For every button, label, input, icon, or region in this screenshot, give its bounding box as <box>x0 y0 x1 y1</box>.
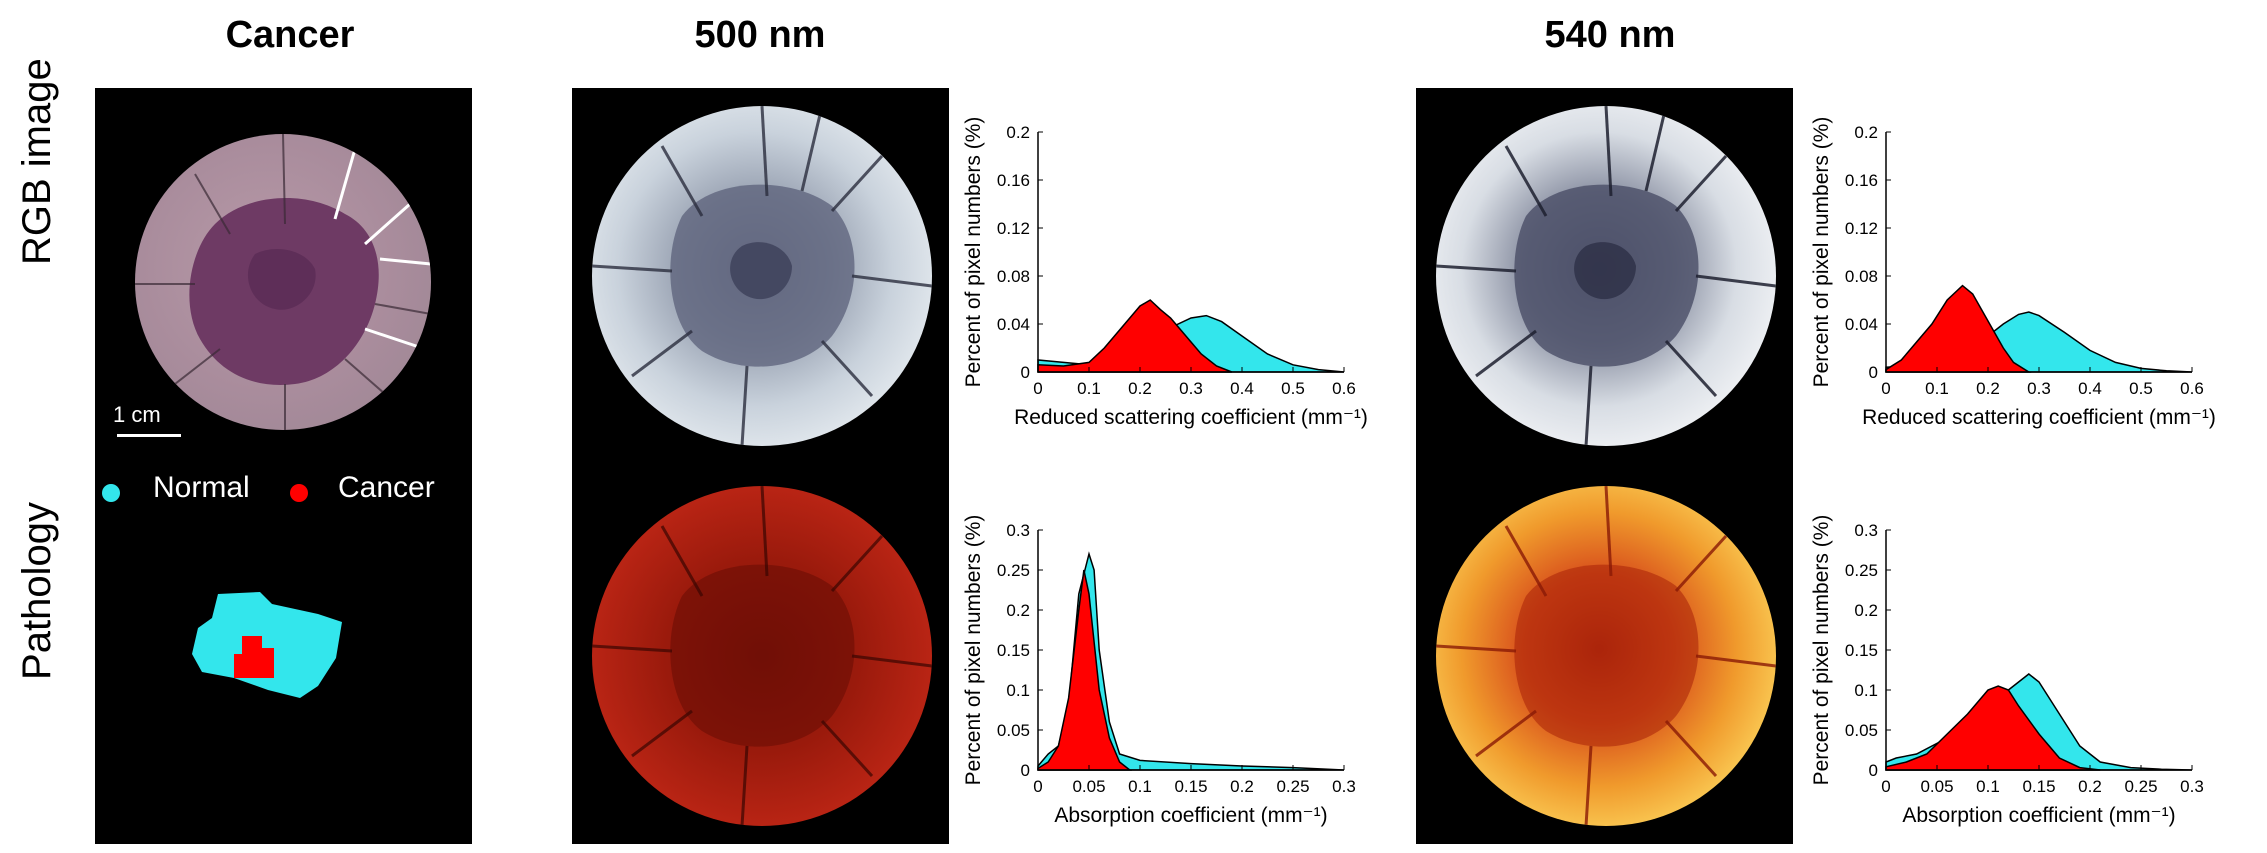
x-tick-label: 0.4 <box>1230 379 1254 398</box>
panel-500nm <box>572 88 949 844</box>
y-tick-label: 0.25 <box>997 561 1030 580</box>
absorption-map-540nm-graphic <box>1436 486 1776 826</box>
x-tick-label: 0.2 <box>1128 379 1152 398</box>
x-axis-label: Absorption coefficient (mm⁻¹) <box>1902 804 2175 827</box>
x-tick-label: 0.3 <box>1179 379 1203 398</box>
row-label-rgb: RGB image <box>15 58 59 265</box>
x-tick-label: 0 <box>1881 777 1890 796</box>
y-tick-label: 0.12 <box>1845 219 1878 238</box>
y-tick-label: 0.16 <box>997 171 1030 190</box>
scale-bar-label: 1 cm <box>113 402 161 427</box>
series-area-cancer <box>1037 299 1233 373</box>
chart-scatter-500nm: 0 0.1 0.2 0.3 0.4 0.5 0.6 0 0.04 0.08 0.12 0.16 0.2 R… <box>958 90 1408 455</box>
cancer-column-panel: 1 cm Normal Cancer <box>95 88 472 844</box>
column-title-cancer: Cancer <box>225 14 355 56</box>
chart-scatter-540nm: 0 0.1 0.2 0.3 0.4 0.5 0.6 0 0.04 0.08 0.12 0.16 0.2 R… <box>1806 90 2256 455</box>
absorption-map-500nm <box>592 486 932 826</box>
x-tick-label: 0.4 <box>2078 379 2102 398</box>
legend-cancer-label: Cancer <box>338 471 435 504</box>
y-tick-label: 0.2 <box>1854 123 1878 142</box>
x-tick-label: 0.1 <box>1077 379 1101 398</box>
absorption-map-540nm <box>1436 486 1776 826</box>
x-tick-label: 0.1 <box>1128 777 1152 796</box>
y-tick-label: 0 <box>1021 363 1030 382</box>
column-title-500nm: 500 nm <box>694 14 826 56</box>
x-tick-label: 0 <box>1033 379 1042 398</box>
x-axis-label: Absorption coefficient (mm⁻¹) <box>1054 804 1327 827</box>
series-area-cancer <box>1885 284 2032 373</box>
x-tick-label: 0.15 <box>1174 777 1207 796</box>
scatter-map-500nm-graphic <box>592 106 932 446</box>
rgb-tissue-graphic <box>135 134 431 430</box>
x-tick-label: 0 <box>1881 379 1890 398</box>
y-tick-label: 0.12 <box>997 219 1030 238</box>
legend-normal-dot <box>102 484 120 502</box>
x-tick-label: 0.6 <box>1332 379 1356 398</box>
y-tick-label: 0 <box>1869 761 1878 780</box>
x-tick-label: 0.3 <box>2180 777 2204 796</box>
x-tick-label: 0.25 <box>1276 777 1309 796</box>
x-tick-label: 0.2 <box>1230 777 1254 796</box>
chart-absorption-540nm: 0 0.05 0.1 0.15 0.2 0.25 0.3 0 0.05 0.1 0.15 0.2 0.2… <box>1806 488 2256 853</box>
rgb-tissue-photo <box>135 134 431 430</box>
x-tick-label: 0.1 <box>1925 379 1949 398</box>
chart-svg: 0 0.1 0.2 0.3 0.4 0.5 0.6 0 0.04 0.08 0.12 0.16 0.2 R… <box>1810 117 2216 429</box>
y-tick-label: 0.04 <box>997 315 1030 334</box>
y-tick-label: 0.1 <box>1006 681 1030 700</box>
x-axis-label: Reduced scattering coefficient (mm⁻¹) <box>1014 406 1368 429</box>
y-tick-label: 0 <box>1021 761 1030 780</box>
legend-normal-label: Normal <box>153 471 250 504</box>
chart-absorption-500nm: 0 0.05 0.1 0.15 0.2 0.25 0.3 0 0.05 0.1 0.15 0.2 0.2… <box>958 488 1408 853</box>
chart-svg: 0 0.05 0.1 0.15 0.2 0.25 0.3 0 0.05 0.1 0.15 0.2 0.2… <box>1810 515 2204 827</box>
x-tick-label: 0.05 <box>1072 777 1105 796</box>
x-tick-label: 0.2 <box>2078 777 2102 796</box>
series-area-cancer <box>1885 685 2101 771</box>
x-axis-label: Reduced scattering coefficient (mm⁻¹) <box>1862 406 2216 429</box>
y-tick-label: 0.08 <box>1845 267 1878 286</box>
y-tick-label: 0.04 <box>1845 315 1878 334</box>
column-title-540nm: 540 nm <box>1544 14 1676 56</box>
y-tick-label: 0.05 <box>997 721 1030 740</box>
scale-bar <box>117 434 181 437</box>
y-axis-label: Percent of pixel numbers (%) <box>1810 515 1833 786</box>
x-tick-label: 0.5 <box>2129 379 2153 398</box>
x-tick-label: 0 <box>1033 777 1042 796</box>
scatter-map-540nm-graphic <box>1436 106 1776 446</box>
y-tick-label: 0.3 <box>1854 521 1878 540</box>
x-tick-label: 0.2 <box>1976 379 2000 398</box>
series-area-cancer <box>1037 569 1132 771</box>
y-tick-label: 0.2 <box>1006 123 1030 142</box>
y-axis-label: Percent of pixel numbers (%) <box>1810 117 1833 388</box>
y-tick-label: 0.1 <box>1854 681 1878 700</box>
y-tick-label: 0 <box>1869 363 1878 382</box>
x-tick-label: 0.5 <box>1281 379 1305 398</box>
scatter-map-500nm <box>592 106 932 446</box>
scatter-map-540nm <box>1436 106 1776 446</box>
x-tick-label: 0.15 <box>2022 777 2055 796</box>
row-label-pathology: Pathology <box>15 502 59 680</box>
x-tick-label: 0.25 <box>2124 777 2157 796</box>
y-tick-label: 0.08 <box>997 267 1030 286</box>
y-tick-label: 0.3 <box>1006 521 1030 540</box>
pathology-map <box>192 592 342 698</box>
x-tick-label: 0.05 <box>1920 777 1953 796</box>
y-tick-label: 0.15 <box>997 641 1030 660</box>
x-tick-label: 0.3 <box>1332 777 1356 796</box>
y-tick-label: 0.2 <box>1854 601 1878 620</box>
chart-svg: 0 0.1 0.2 0.3 0.4 0.5 0.6 0 0.04 0.08 0.12 0.16 0.2 R… <box>962 117 1368 429</box>
y-tick-label: 0.2 <box>1006 601 1030 620</box>
x-tick-label: 0.1 <box>1976 777 2000 796</box>
y-axis-label: Percent of pixel numbers (%) <box>962 117 985 388</box>
y-tick-label: 0.15 <box>1845 641 1878 660</box>
x-tick-label: 0.6 <box>2180 379 2204 398</box>
y-axis-label: Percent of pixel numbers (%) <box>962 515 985 786</box>
y-tick-label: 0.25 <box>1845 561 1878 580</box>
y-tick-label: 0.16 <box>1845 171 1878 190</box>
y-tick-label: 0.05 <box>1845 721 1878 740</box>
panel-540nm <box>1416 88 1793 844</box>
chart-svg: 0 0.05 0.1 0.15 0.2 0.25 0.3 0 0.05 0.1 0.15 0.2 0.2… <box>962 515 1356 827</box>
absorption-map-500nm-graphic <box>592 486 932 826</box>
legend-cancer-dot <box>290 484 308 502</box>
x-tick-label: 0.3 <box>2027 379 2051 398</box>
